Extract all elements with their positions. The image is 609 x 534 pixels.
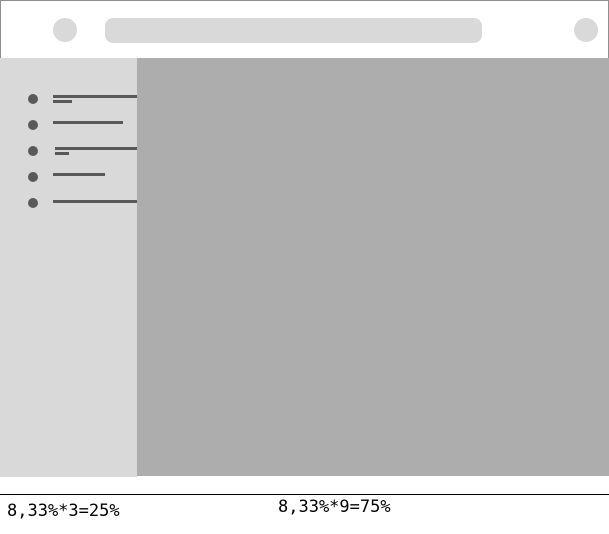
placeholder-text-line [53,95,137,98]
content-width-caption: 8,33%*9=75% [278,497,391,517]
wireframe-layout [0,0,609,477]
bullet-icon [28,146,38,156]
sidebar-item[interactable] [0,143,137,159]
header-bar [0,0,609,59]
bullet-icon [28,172,38,182]
placeholder-text-line [55,152,69,155]
avatar[interactable] [574,18,598,42]
placeholder-text-line [53,173,105,176]
sidebar-item[interactable] [0,169,137,185]
placeholder-text-line [53,121,123,124]
sidebar-item[interactable] [0,195,137,211]
sidebar-item[interactable] [0,117,137,133]
sidebar [0,58,137,477]
placeholder-text-line [53,100,72,103]
placeholder-text-line [55,147,137,150]
bullet-icon [28,94,38,104]
menu-icon[interactable] [53,18,77,42]
search-input[interactable] [105,18,482,43]
bullet-icon [28,198,38,208]
divider [0,494,609,495]
bullet-icon [28,120,38,130]
sidebar-item[interactable] [0,91,137,107]
main-content-area [137,58,609,476]
sidebar-width-caption: 8,33%*3=25% [7,501,120,521]
placeholder-text-line [53,200,137,203]
